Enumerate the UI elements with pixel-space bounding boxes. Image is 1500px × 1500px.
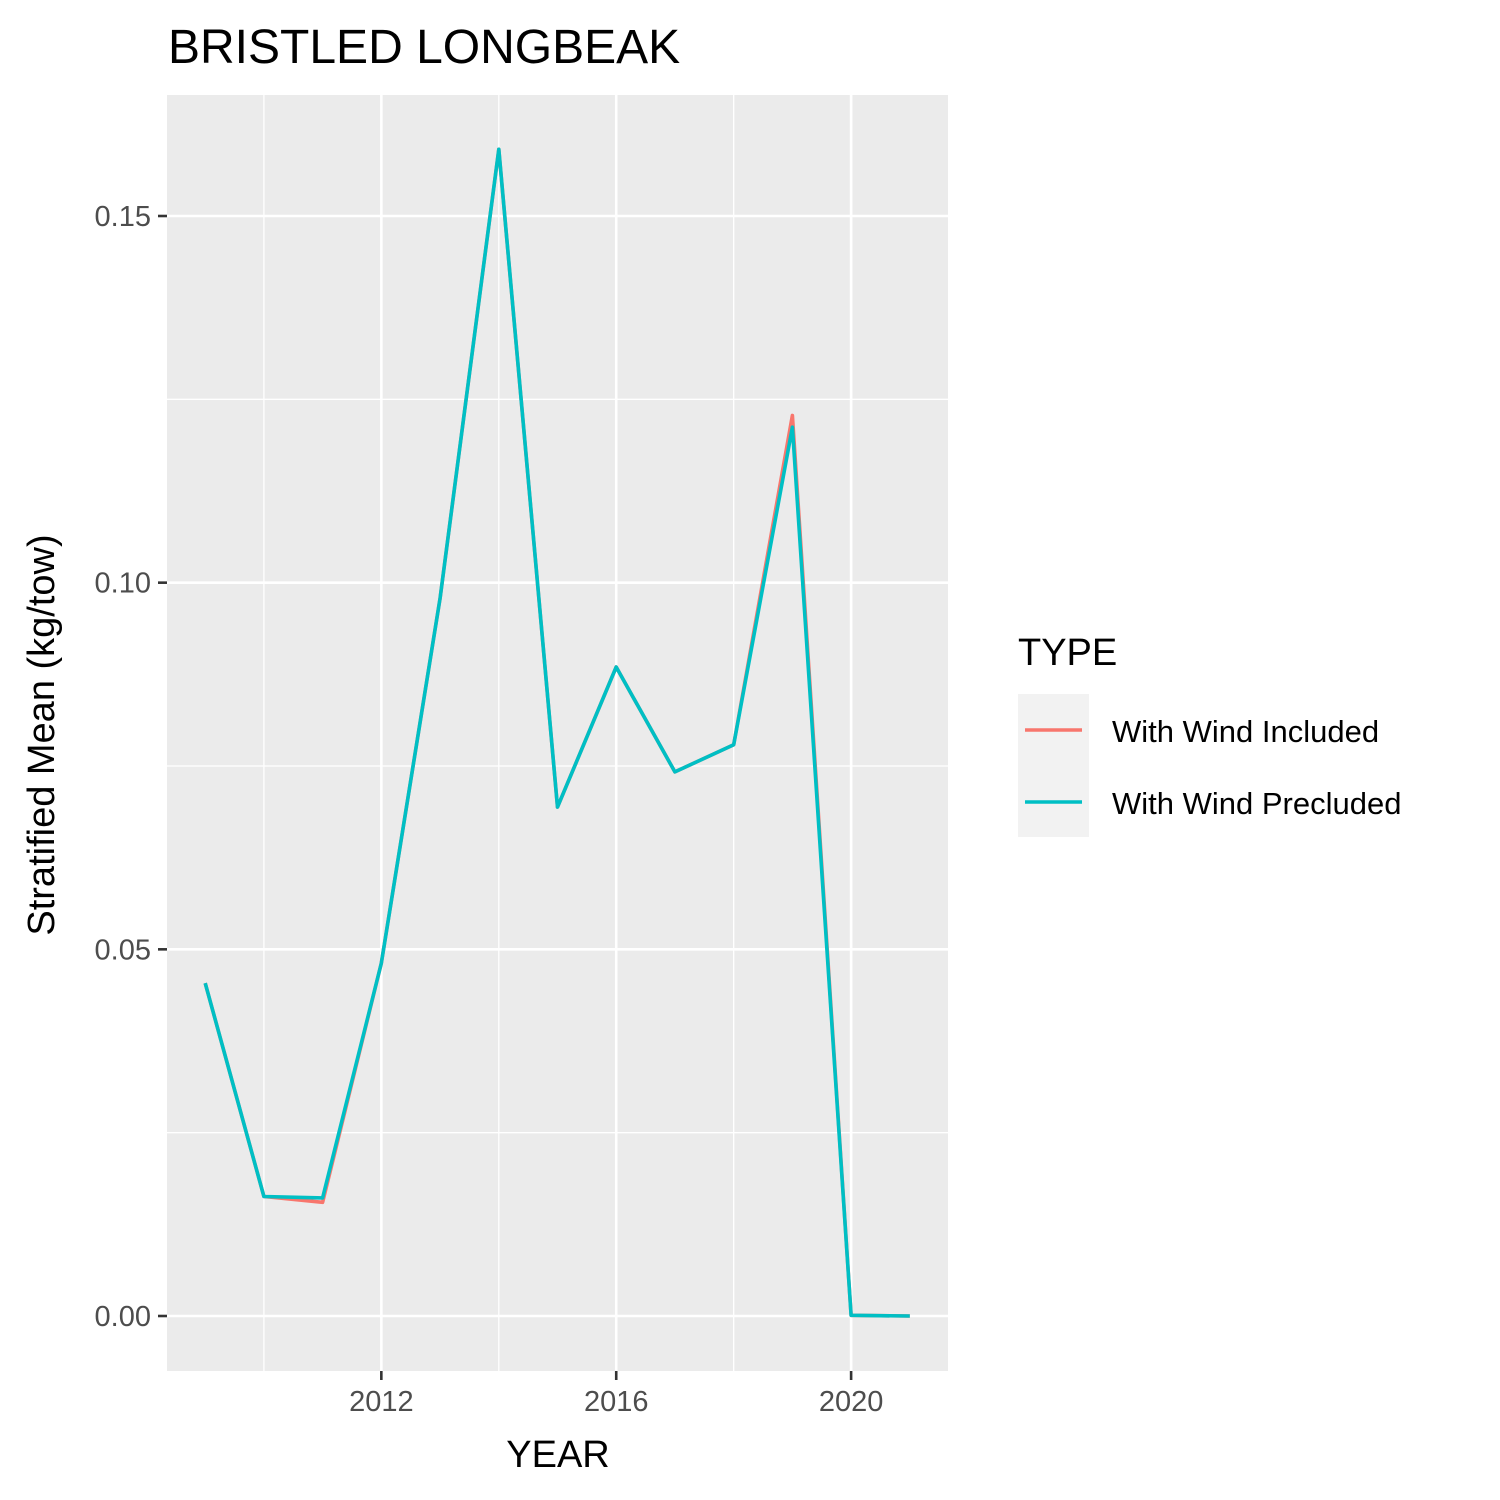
plot-panel [167,95,948,1371]
x-axis-title: YEAR [506,1434,609,1476]
minor-gridlines [167,95,948,1371]
legend: TYPE With Wind Included With Wind Preclu… [1018,632,1401,837]
y-tick-label: 0.10 [95,568,151,600]
major-gridlines [167,95,948,1371]
chart-title: BRISTLED LONGBEAK [168,21,680,74]
legend-key-background [1018,694,1089,837]
x-axis: 2012 2016 2020 [349,1371,883,1418]
y-axis: 0.00 0.05 0.10 0.15 [95,201,167,1333]
y-tick-label: 0.15 [95,201,151,233]
legend-label-with-wind-included: With Wind Included [1112,714,1379,749]
legend-label-with-wind-precluded: With Wind Precluded [1112,786,1401,821]
y-tick-label: 0.00 [95,1301,151,1333]
x-tick-label: 2020 [819,1386,884,1418]
x-tick-label: 2012 [349,1386,414,1418]
legend-title: TYPE [1018,632,1117,674]
x-tick-label: 2016 [584,1386,649,1418]
y-tick-label: 0.05 [95,934,151,966]
series-lines [203,147,910,1318]
series-line-with-wind-precluded [203,147,910,1318]
y-axis-title: Stratified Mean (kg/tow) [21,534,63,935]
